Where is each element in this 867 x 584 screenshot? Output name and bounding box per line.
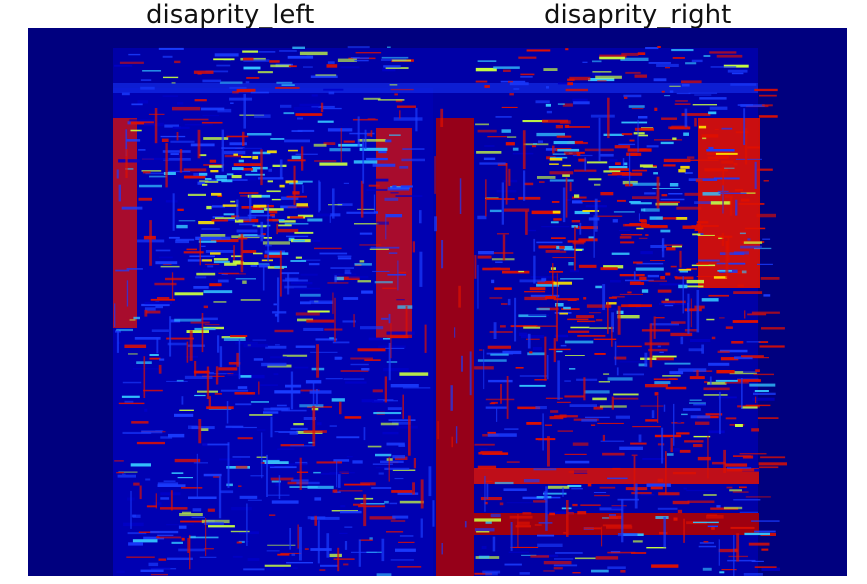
left-plot-title: disaprity_left <box>146 0 315 30</box>
disparity-canvas <box>113 46 787 576</box>
disparity-image <box>28 28 847 576</box>
right-plot-title: disaprity_right <box>544 0 732 30</box>
